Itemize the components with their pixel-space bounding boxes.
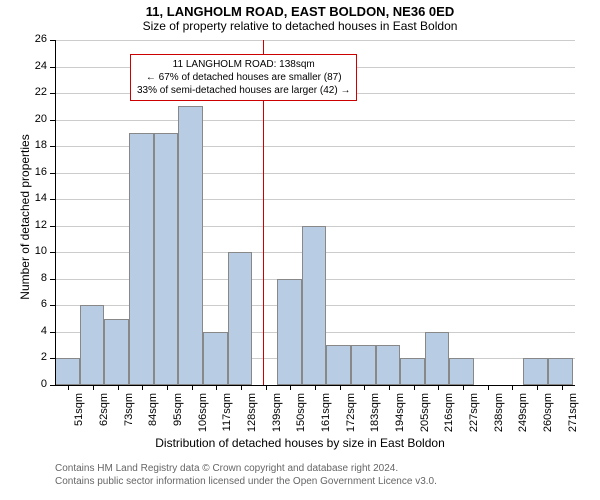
histogram-bar <box>277 279 302 385</box>
x-tick-label: 161sqm <box>320 393 332 438</box>
chart-title-line2: Size of property relative to detached ho… <box>0 19 600 33</box>
x-tick-label: 205sqm <box>419 393 431 438</box>
x-tick-label: 106sqm <box>197 393 209 438</box>
annotation-line1: 11 LANGHOLM ROAD: 138sqm <box>137 58 350 71</box>
gridline-h <box>55 120 575 121</box>
histogram-bar <box>351 345 376 385</box>
histogram-bar <box>449 358 474 385</box>
x-tick-label: 194sqm <box>394 393 406 438</box>
histogram-bar <box>228 252 253 385</box>
x-tick-label: 260sqm <box>542 393 554 438</box>
x-tick-label: 271sqm <box>567 393 579 438</box>
x-tick-label: 183sqm <box>369 393 381 438</box>
histogram-bar <box>80 305 105 385</box>
chart-title-line1: 11, LANGHOLM ROAD, EAST BOLDON, NE36 0ED <box>0 4 600 19</box>
x-tick-label: 95sqm <box>172 393 184 438</box>
x-tick-label: 172sqm <box>345 393 357 438</box>
annotation-line3: 33% of semi-detached houses are larger (… <box>137 84 350 97</box>
x-axis-label: Distribution of detached houses by size … <box>0 436 600 450</box>
x-tick-label: 62sqm <box>98 393 110 438</box>
histogram-bar <box>104 319 129 385</box>
histogram-bar <box>523 358 548 385</box>
plot-area: 0246810121416182022242651sqm62sqm73sqm84… <box>55 40 575 385</box>
x-tick-label: 84sqm <box>147 393 159 438</box>
y-tick-label: 26 <box>25 33 47 45</box>
x-tick-label: 238sqm <box>493 393 505 438</box>
y-tick-label: 2 <box>25 351 47 363</box>
x-tick-label: 227sqm <box>468 393 480 438</box>
y-axis-label: Number of detached properties <box>18 117 32 317</box>
attribution-line2: Contains public sector information licen… <box>55 475 437 488</box>
histogram-bar <box>376 345 401 385</box>
histogram-bar <box>302 226 327 385</box>
histogram-bar <box>326 345 351 385</box>
x-tick-label: 51sqm <box>73 393 85 438</box>
y-tick-label: 4 <box>25 325 47 337</box>
attribution-line1: Contains HM Land Registry data © Crown c… <box>55 462 437 475</box>
histogram-bar <box>425 332 450 385</box>
chart-container: 11, LANGHOLM ROAD, EAST BOLDON, NE36 0ED… <box>0 0 600 500</box>
gridline-h <box>55 40 575 41</box>
y-axis-line <box>55 40 56 385</box>
histogram-bar <box>154 133 179 385</box>
x-tick-label: 249sqm <box>517 393 529 438</box>
x-tick-label: 216sqm <box>443 393 455 438</box>
histogram-bar <box>203 332 228 385</box>
histogram-bar <box>400 358 425 385</box>
histogram-bar <box>129 133 154 385</box>
x-tick-label: 128sqm <box>246 393 258 438</box>
y-tick-label: 22 <box>25 86 47 98</box>
y-tick-label: 0 <box>25 378 47 390</box>
histogram-bar <box>178 106 203 385</box>
x-tick-label: 117sqm <box>221 393 233 438</box>
y-tick-label: 24 <box>25 60 47 72</box>
histogram-bar <box>55 358 80 385</box>
x-axis-line <box>55 385 575 386</box>
x-tick-label: 73sqm <box>123 393 135 438</box>
annotation-box: 11 LANGHOLM ROAD: 138sqm← 67% of detache… <box>130 54 357 101</box>
histogram-bar <box>548 358 573 385</box>
x-tick-label: 139sqm <box>271 393 283 438</box>
attribution: Contains HM Land Registry data © Crown c… <box>55 462 437 488</box>
annotation-line2: ← 67% of detached houses are smaller (87… <box>137 71 350 84</box>
x-tick-label: 150sqm <box>295 393 307 438</box>
